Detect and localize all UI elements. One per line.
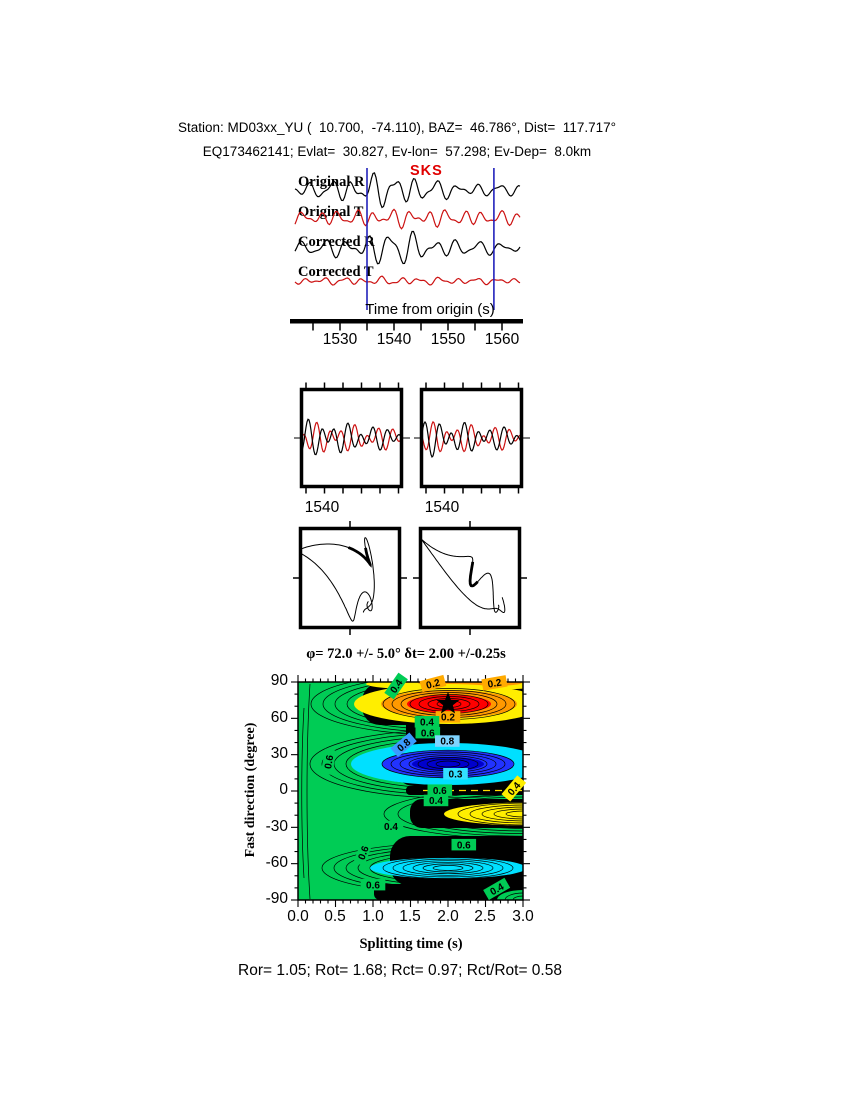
svg-text:0.4: 0.4: [420, 717, 434, 728]
contour-title: φ= 72.0 +/- 5.0° δt= 2.00 +/-0.25s: [306, 646, 506, 662]
svg-text:0.4: 0.4: [384, 822, 398, 833]
particle-motion-right: [413, 521, 527, 635]
error-surface-contour: 0.4 0.2 0.20.20.40.60.8 0.80.30.60.40.40.40…: [291, 672, 530, 907]
trace-label-corrected-t: Corrected T: [298, 264, 374, 280]
time-tick-1540: 1540: [376, 331, 412, 348]
station-title: Station: MD03xx_YU ( 10.700, -74.110), B…: [177, 120, 617, 135]
svg-text:0.6: 0.6: [457, 840, 471, 851]
particle-motion-left: [293, 521, 407, 635]
window-tick-right: 1540: [424, 499, 460, 516]
xtick-05: 0.5: [324, 908, 346, 925]
window-waveform-right: [414, 382, 530, 494]
svg-text:0.4: 0.4: [429, 796, 443, 807]
waveform-traces-plot: [294, 168, 521, 310]
ytick-m30: -30: [265, 818, 288, 835]
xtick-15: 1.5: [399, 908, 421, 925]
time-axis: [290, 319, 523, 331]
time-tick-1560: 1560: [484, 331, 520, 348]
svg-text:0.2: 0.2: [441, 713, 455, 724]
contour-xlabel: Splitting time (s): [359, 936, 463, 952]
svg-text:0.6: 0.6: [433, 786, 447, 797]
ytick-90: 90: [270, 672, 288, 689]
ytick-30: 30: [270, 745, 288, 762]
svg-text:0.6: 0.6: [357, 844, 372, 861]
svg-text:0.2: 0.2: [425, 677, 442, 691]
xtick-30: 3.0: [512, 908, 534, 925]
svg-text:0.3: 0.3: [449, 769, 463, 780]
svg-text:0.6: 0.6: [421, 728, 435, 739]
ytick-0: 0: [279, 781, 288, 798]
event-title: EQ173462141; Evlat= 30.827, Ev-lon= 57.2…: [202, 144, 592, 159]
svg-text:0.8: 0.8: [440, 737, 454, 748]
xtick-10: 1.0: [362, 908, 384, 925]
xtick-00: 0.0: [287, 908, 309, 925]
time-tick-1550: 1550: [430, 331, 466, 348]
svg-text:0.6: 0.6: [366, 880, 380, 891]
time-axis-label: Time from origin (s): [365, 301, 495, 318]
phase-label: SKS: [410, 163, 443, 179]
ytick-m90: -90: [265, 890, 288, 907]
window-tick-left: 1540: [304, 499, 340, 516]
svg-text:0.2: 0.2: [487, 677, 503, 690]
xtick-20: 2.0: [437, 908, 459, 925]
ytick-60: 60: [270, 709, 288, 726]
xtick-25: 2.5: [474, 908, 496, 925]
window-waveform-left: [294, 382, 410, 494]
ytick-m60: -60: [265, 854, 288, 871]
trace-label-original-t: Original T: [298, 204, 364, 220]
svg-text:0.6: 0.6: [323, 754, 336, 770]
results-line: Ror= 1.05; Rot= 1.68; Rct= 0.97; Rct/Rot…: [238, 962, 562, 979]
trace-label-corrected-r: Corrected R: [298, 234, 375, 250]
time-tick-1530: 1530: [322, 331, 358, 348]
